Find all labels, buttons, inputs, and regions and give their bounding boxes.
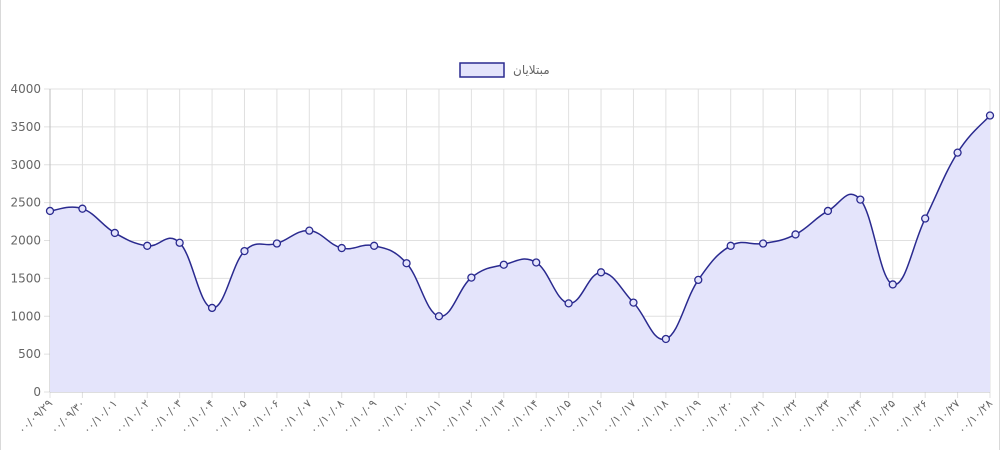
y-tick-label: 0	[33, 385, 41, 399]
y-tick-label: 2000	[10, 234, 41, 248]
y-tick-label: 1500	[10, 271, 41, 285]
x-tick-label: ۰۰/۱۰/۱۳	[469, 397, 509, 437]
x-tick-label: ۰۰/۱۰/۲۴	[826, 397, 866, 437]
x-tick-label: ۰۰/۱۰/۱۴	[502, 397, 542, 437]
x-tick-label: ۰۰/۱۰/۲۲	[761, 397, 801, 437]
data-point[interactable]	[856, 195, 865, 204]
x-tick-label: ۰۰/۱۰/۰۷	[275, 397, 315, 437]
data-point[interactable]	[467, 273, 476, 282]
x-tick-label: ۰۰/۱۰/۲۰	[696, 397, 736, 437]
data-point[interactable]	[337, 243, 346, 253]
data-point[interactable]	[596, 268, 606, 277]
y-tick-label: 3500	[10, 120, 41, 134]
x-tick-label: ۰۰/۱۰/۱۲	[437, 397, 477, 437]
x-tick-label: ۰۰/۱۰/۱۷	[599, 397, 639, 437]
data-point[interactable]	[661, 334, 671, 344]
x-tick-label: ۰۰/۱۰/۰۸	[307, 397, 347, 437]
data-point[interactable]	[402, 259, 411, 268]
x-tick-label: ۰۰/۱۰/۱۹	[664, 397, 704, 437]
legend-swatch[interactable]	[459, 62, 505, 78]
x-tick-label: ۰۰/۱۰/۱۱	[405, 397, 445, 437]
x-tick-label: ۰۰/۱۰/۲۱	[729, 397, 769, 437]
x-tick-label: ۰۰/۱۰/۱۶	[567, 397, 607, 437]
x-tick-label: ۰۰/۱۰/۲۳	[794, 397, 834, 437]
x-tick-label: ۰۰/۱۰/۰۶	[243, 397, 283, 437]
data-point[interactable]	[110, 228, 119, 238]
data-point[interactable]	[369, 241, 379, 250]
y-tick-label: 2500	[10, 196, 41, 210]
x-tick-label: ۰۰/۱۰/۱۸	[631, 397, 671, 437]
x-tick-label: ۰۰/۱۰/۰۴	[178, 397, 218, 437]
data-point[interactable]	[143, 241, 152, 250]
data-point[interactable]	[175, 238, 184, 247]
plot-area	[45, 111, 995, 392]
x-tick-label: ۰۰/۱۰/۰۹	[340, 397, 380, 437]
data-point[interactable]	[564, 299, 573, 308]
series-line	[49, 115, 991, 341]
data-point[interactable]	[78, 204, 87, 213]
data-point[interactable]	[272, 239, 282, 248]
data-point[interactable]	[791, 230, 800, 239]
y-tick-label: 3000	[10, 158, 41, 172]
data-point[interactable]	[207, 303, 217, 313]
legend-label[interactable]: مبتلایان	[513, 63, 550, 77]
y-tick-label: 500	[18, 347, 41, 361]
data-point[interactable]	[823, 206, 833, 216]
y-tick-label: 1000	[10, 309, 41, 323]
data-point[interactable]	[532, 258, 541, 267]
data-point[interactable]	[758, 239, 768, 248]
data-point[interactable]	[953, 148, 962, 157]
x-tick-label: ۰۰/۱۰/۰۱	[80, 397, 120, 437]
data-point[interactable]	[694, 275, 703, 285]
legend[interactable]: مبتلایان	[459, 62, 550, 78]
data-point[interactable]	[985, 111, 995, 120]
y-tick-label: 4000	[10, 82, 41, 96]
x-tick-label: ۰۰/۱۰/۰۵	[210, 397, 250, 437]
data-point[interactable]	[629, 298, 638, 307]
x-tick-label: ۰۰/۱۰/۲۵	[858, 397, 898, 437]
y-axis: 0 500 1000 1500 2000 2500 3000 3500 4000	[10, 82, 41, 399]
series-area	[50, 115, 990, 392]
data-point[interactable]	[434, 312, 444, 321]
data-point[interactable]	[45, 206, 55, 216]
x-tick-label: ۰۰/۰۹/۳۰	[48, 397, 88, 437]
x-tick-label: ۰۰/۱۰/۲۷	[923, 397, 963, 437]
x-axis: ۰۰/۰۹/۲۹۰۰/۰۹/۳۰۰۰/۱۰/۰۱۰۰/۱۰/۰۲۰۰/۱۰/۰۳…	[16, 397, 996, 437]
data-point[interactable]	[921, 214, 930, 223]
x-tick-label: ۰۰/۱۰/۲۶	[891, 397, 931, 437]
data-point[interactable]	[726, 241, 735, 250]
data-point[interactable]	[499, 260, 508, 269]
x-tick-label: ۰۰/۰۹/۲۹	[16, 397, 56, 437]
x-tick-label: ۰۰/۱۰/۱۰	[372, 397, 412, 437]
data-point[interactable]	[305, 226, 314, 235]
data-point[interactable]	[888, 280, 897, 289]
x-tick-label: ۰۰/۱۰/۱۵	[534, 397, 574, 437]
data-point[interactable]	[240, 246, 249, 256]
x-tick-label: ۰۰/۱۰/۰۳	[145, 397, 185, 437]
x-tick-label: ۰۰/۱۰/۲۸	[956, 397, 996, 437]
x-tick-label: ۰۰/۱۰/۰۲	[113, 397, 153, 437]
